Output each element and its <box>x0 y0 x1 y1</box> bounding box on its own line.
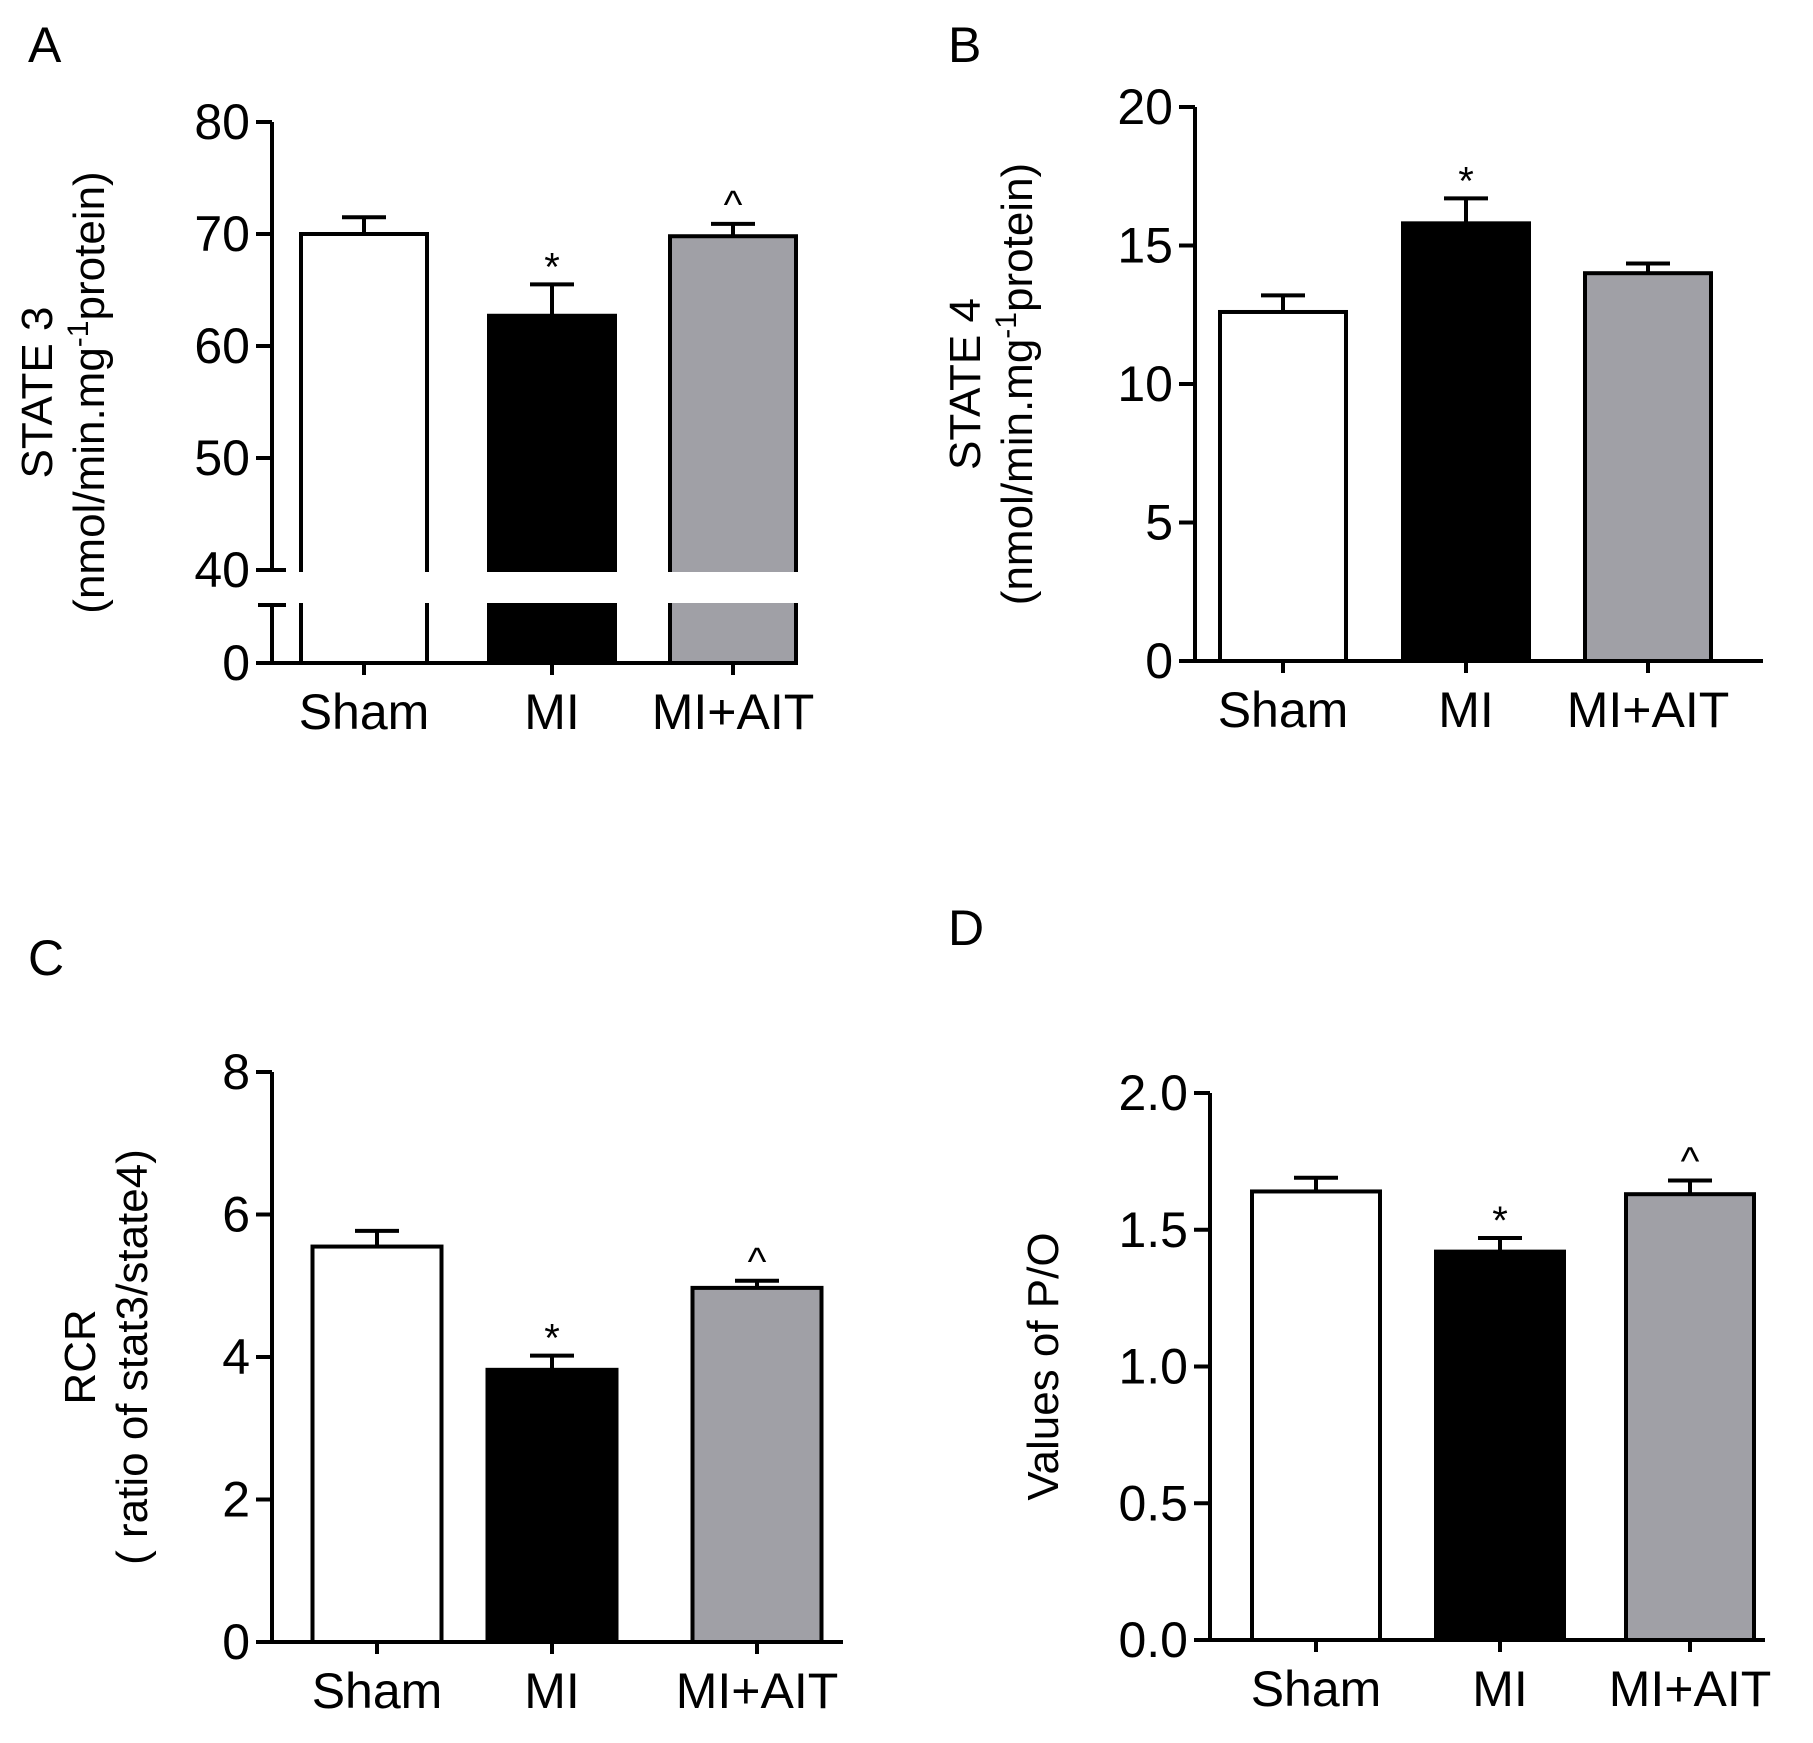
bar-mi-plus-ait-upper <box>668 234 798 573</box>
x-tick-label: MI <box>1438 682 1494 738</box>
y-tick-label: 70 <box>194 206 250 262</box>
significance-marker: * <box>544 1317 560 1361</box>
y-axis-title: STATE 4 <box>941 298 990 470</box>
bar-sham <box>1218 309 1348 663</box>
y-tick-label: 20 <box>1117 79 1173 135</box>
bar-mi-plus-ait <box>1624 1192 1756 1642</box>
significance-marker: ^ <box>1681 1140 1700 1184</box>
y-tick-label: 2 <box>222 1472 250 1528</box>
panel-d: D Sham * MI ^ MI+AIT 0.0 0.5 1.0 1.5 2.0 Values of … <box>948 900 1771 1717</box>
y-axis-units: ( ratio of stat3/state4) <box>108 1149 157 1565</box>
x-tick-label: Sham <box>1218 682 1349 738</box>
significance-marker: * <box>544 245 560 289</box>
units-part: protein) <box>993 163 1042 312</box>
y-tick-label: 1.5 <box>1118 1202 1188 1258</box>
y-tick-label: 0.0 <box>1118 1612 1188 1668</box>
significance-marker: * <box>1458 159 1474 203</box>
units-part: (nmol/min.mg <box>993 339 1042 606</box>
y-axis-label: RCR( ratio of stat3/state4) <box>56 1149 157 1565</box>
units-superscript: -1 <box>990 312 1023 339</box>
bar-sham-upper <box>299 232 429 572</box>
y-tick-label: 50 <box>194 430 250 486</box>
x-tick-label: MI+AIT <box>1609 1661 1772 1717</box>
units-part: (nmol/min.mg <box>65 347 114 614</box>
y-axis-title: STATE 3 <box>13 307 62 479</box>
y-tick-label: 0 <box>1145 633 1173 689</box>
bar-mi-plus-ait-lower <box>668 603 798 665</box>
y-axis-units: (nmol/min.mg-1protein) <box>990 163 1042 605</box>
y-tick-label: 4 <box>222 1329 250 1385</box>
x-tick-label: MI+AIT <box>652 684 815 740</box>
panel-b: B Sham * MI MI+AIT 0 5 10 15 20 STATE 4 (nmol/min.m… <box>941 17 1763 738</box>
x-tick-label: MI <box>524 684 580 740</box>
panel-letter: D <box>948 900 984 956</box>
bar-mi-lower <box>487 603 617 665</box>
y-axis-units: (nmol/min.mg-1protein) <box>62 171 114 613</box>
y-tick-label: 40 <box>194 542 250 598</box>
panel-c: C Sham * MI ^ MI+AIT 0 2 4 6 8 RCR( ratio of stat3/… <box>28 930 843 1719</box>
y-tick-label: 10 <box>1117 356 1173 412</box>
y-tick-label: 0.5 <box>1118 1475 1188 1531</box>
units-part: ( ratio of stat3/state4) <box>108 1149 157 1565</box>
bar-mi-plus-ait <box>690 1285 824 1644</box>
y-axis-label: STATE 3 (nmol/min.mg-1protein) <box>13 171 114 613</box>
y-axis-label: STATE 4 (nmol/min.mg-1protein) <box>941 163 1042 605</box>
y-tick-label: 5 <box>1145 495 1173 551</box>
significance-marker: ^ <box>724 183 743 227</box>
units-part: protein) <box>65 171 114 320</box>
y-tick-label: 0 <box>222 1614 250 1670</box>
x-tick-label: MI+AIT <box>676 1663 839 1719</box>
x-tick-label: MI <box>1472 1661 1528 1717</box>
panel-letter: A <box>28 17 62 73</box>
panel-letter: B <box>948 17 981 73</box>
y-tick-label: 1.0 <box>1118 1339 1188 1395</box>
bar-mi <box>1401 221 1531 663</box>
significance-marker: ^ <box>748 1240 767 1284</box>
bar-mi <box>485 1367 619 1644</box>
x-tick-label: Sham <box>299 684 430 740</box>
bar-sham-lower <box>299 603 429 665</box>
units-superscript: -1 <box>62 321 95 348</box>
x-tick-label: Sham <box>312 1663 443 1719</box>
bar-sham <box>310 1244 444 1644</box>
y-tick-label: 80 <box>194 94 250 150</box>
y-tick-label: 2.0 <box>1118 1065 1188 1121</box>
panel-letter: C <box>28 930 64 986</box>
y-tick-label: 6 <box>222 1187 250 1243</box>
x-tick-label: Sham <box>1251 1661 1382 1717</box>
y-tick-label: 0 <box>222 635 250 691</box>
significance-marker: * <box>1492 1199 1508 1243</box>
y-axis-title: Values of P/O <box>1019 1232 1068 1500</box>
axis-break-gap <box>274 572 800 603</box>
x-tick-label: MI+AIT <box>1567 682 1730 738</box>
y-tick-label: 60 <box>194 318 250 374</box>
y-axis-label: Values of P/O <box>1019 1232 1068 1500</box>
x-tick-label: MI <box>524 1663 580 1719</box>
bar-mi-upper <box>487 313 617 573</box>
y-tick-label: 8 <box>222 1044 250 1100</box>
bar-sham <box>1250 1189 1382 1642</box>
y-axis-title: RCR <box>56 1309 105 1404</box>
y-tick-label: 15 <box>1117 218 1173 274</box>
bar-mi <box>1434 1249 1566 1642</box>
bar-mi-plus-ait <box>1583 271 1713 663</box>
panel-a: A Sham * MI ^ MI+AIT 0 40 50 60 70 80 STATE 3 (nmol/m… <box>13 17 814 740</box>
